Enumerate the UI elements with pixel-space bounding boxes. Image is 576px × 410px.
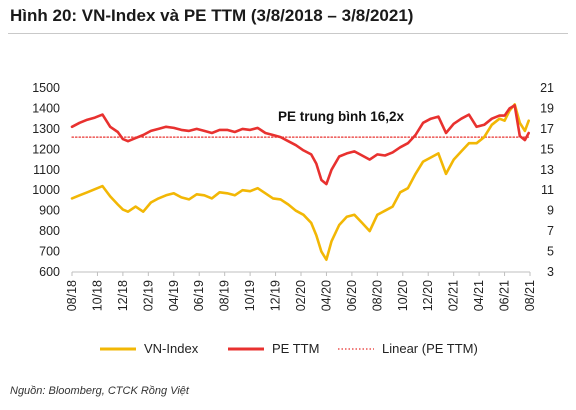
chart-title: Hình 20: VN-Index và PE TTM (3/8/2018 – …	[10, 6, 414, 25]
legend-label-pe: PE TTM	[272, 341, 319, 356]
y-right-tick-label: 11	[541, 183, 554, 197]
x-tick-label: 10/19	[243, 280, 257, 311]
legend-label-vnindex: VN-Index	[144, 341, 199, 356]
y-left-tick-label: 1400	[32, 101, 60, 115]
y-right-axis: 3 5 7 9 11 13 15 17 19 21	[540, 81, 554, 279]
x-tick-label: 12/18	[116, 280, 130, 311]
y-left-tick-label: 1200	[32, 142, 60, 156]
chart-canvas: 600 700 800 900 1000 1100 1200 1300 1400 1500 3 5 7…	[32, 81, 554, 356]
vnindex-line	[70, 103, 531, 262]
y-right-tick-label: 7	[547, 224, 554, 238]
y-right-tick-label: 5	[547, 245, 554, 259]
legend-label-linear: Linear (PE TTM)	[382, 341, 478, 356]
y-left-tick-label: 800	[39, 224, 60, 238]
y-right-tick-label: 3	[547, 265, 554, 279]
y-right-tick-label: 15	[540, 142, 554, 156]
x-tick-label: 02/20	[294, 280, 308, 311]
x-tick-label: 12/20	[421, 280, 435, 311]
y-left-axis: 600 700 800 900 1000 1100 1200 1300 1400 1500	[32, 81, 60, 279]
series-layer	[70, 103, 531, 262]
y-right-tick-label: 13	[540, 163, 554, 177]
y-left-tick-label: 900	[39, 204, 60, 218]
x-tick-label: 08/19	[218, 280, 232, 311]
y-right-tick-label: 9	[547, 204, 554, 218]
x-tick-label: 06/20	[345, 280, 359, 311]
x-tick-label: 08/20	[370, 280, 384, 311]
x-tick-label: 08/21	[523, 280, 537, 311]
x-tick-label: 10/18	[90, 280, 104, 311]
x-tick-label: 10/20	[396, 280, 410, 311]
x-tick-label: 02/21	[447, 280, 461, 311]
x-tick-label: 04/21	[472, 280, 486, 311]
title-divider	[8, 33, 568, 34]
x-tick-label: 12/19	[269, 280, 283, 311]
x-tick-label: 06/21	[498, 280, 512, 311]
y-left-tick-label: 1000	[32, 183, 60, 197]
y-right-tick-label: 17	[540, 122, 554, 136]
pe-ttm-line	[70, 104, 531, 186]
y-left-tick-label: 600	[39, 265, 60, 279]
y-left-tick-label: 1100	[33, 163, 60, 177]
y-right-tick-label: 21	[540, 81, 554, 95]
y-left-tick-label: 1300	[32, 122, 60, 136]
x-tick-label: 04/20	[319, 280, 333, 311]
x-axis: 08/18 10/18 12/18 02/19 04/19 06/19 08/19 10/19…	[65, 272, 537, 311]
annotation-pe-average: PE trung bình 16,2x	[278, 109, 405, 124]
x-tick-label: 08/18	[65, 280, 79, 311]
x-tick-label: 04/19	[167, 280, 181, 311]
x-tick-label: 06/19	[192, 280, 206, 311]
y-left-tick-label: 700	[39, 245, 60, 259]
legend: VN-Index PE TTM Linear (PE TTM)	[100, 341, 478, 356]
x-tick-label: 02/19	[141, 280, 155, 311]
y-right-tick-label: 19	[540, 101, 554, 115]
source-note: Nguồn: Bloomberg, CTCK Rồng Việt	[10, 385, 189, 397]
y-left-tick-label: 1500	[32, 81, 60, 95]
